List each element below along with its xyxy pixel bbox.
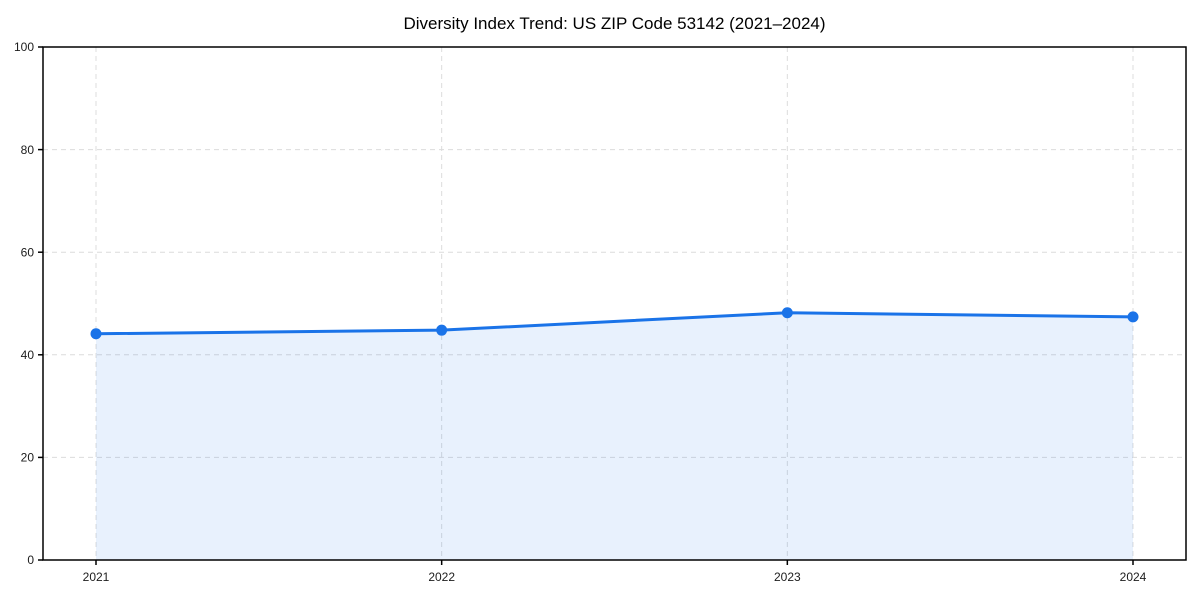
- x-tick-label: 2022: [428, 570, 455, 584]
- y-tick-label: 20: [21, 451, 35, 465]
- chart-line: [94, 311, 1135, 336]
- data-point-marker: [436, 324, 448, 336]
- x-tick-label: 2024: [1120, 570, 1147, 584]
- area-fill: [96, 312, 1133, 560]
- x-tick-label: 2021: [83, 570, 110, 584]
- chart-title: Diversity Index Trend: US ZIP Code 53142…: [403, 14, 826, 33]
- y-tick-label: 60: [21, 245, 35, 259]
- y-tick-label: 80: [21, 143, 35, 157]
- y-tick-label: 0: [27, 553, 34, 567]
- x-tick-label: 2023: [774, 570, 801, 584]
- data-point-marker: [1127, 311, 1139, 323]
- axes-spines: [42, 46, 1187, 561]
- y-tick-label: 40: [21, 348, 35, 362]
- y-tick-label: 100: [14, 40, 34, 54]
- data-point-marker: [781, 307, 793, 319]
- data-point-marker: [90, 328, 102, 340]
